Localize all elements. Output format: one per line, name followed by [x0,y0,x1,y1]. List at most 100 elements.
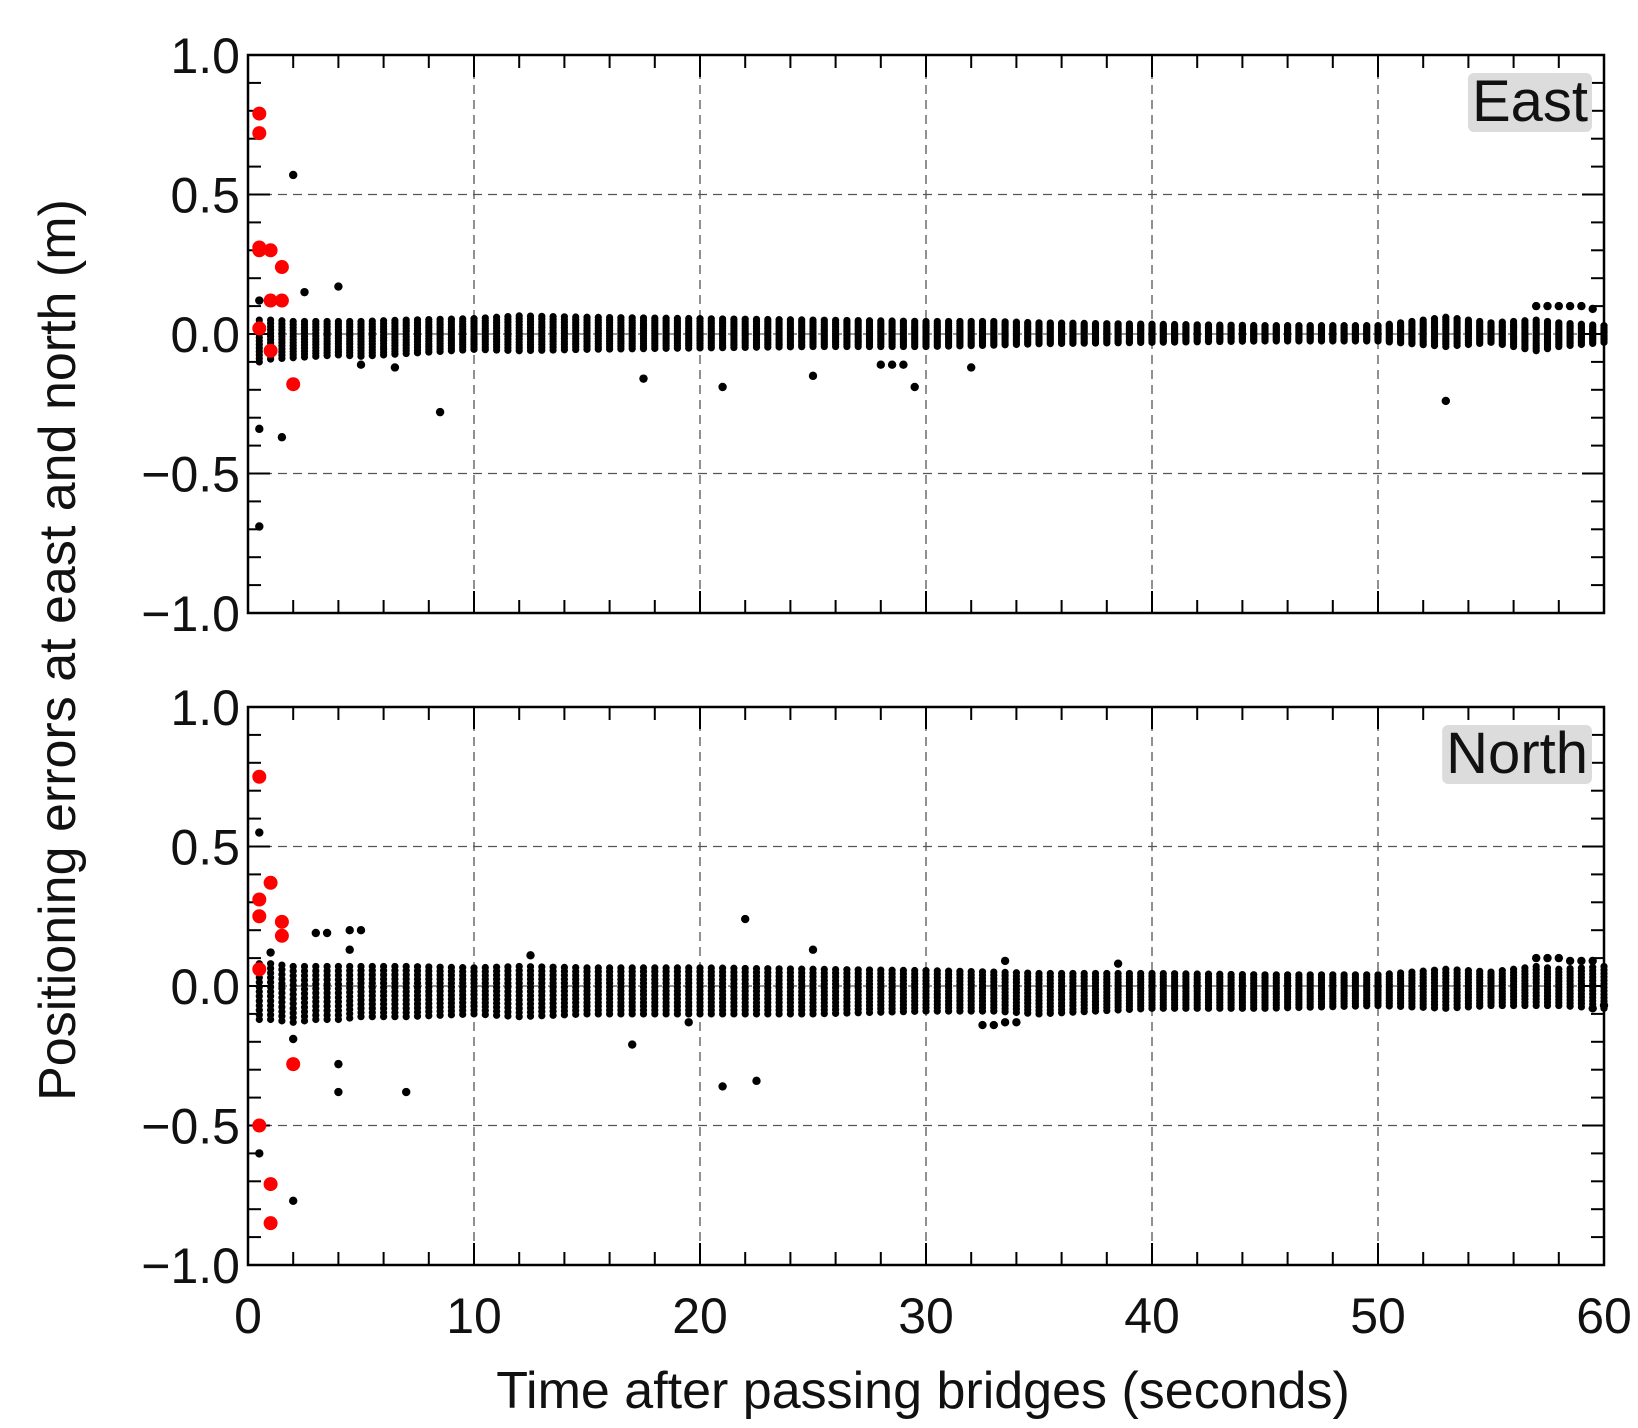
data-point [594,964,602,972]
data-point [1577,320,1585,328]
data-point [312,962,320,971]
data-point [956,317,964,326]
data-point [832,965,840,974]
data-point [1193,321,1201,329]
data-point [832,316,840,324]
data-point [877,317,885,325]
data-point [1453,966,1461,974]
data-point [323,317,331,326]
data-point [1340,322,1348,330]
data-point [606,313,614,322]
data-point [1363,971,1371,979]
data-point [1159,320,1167,328]
data-point [1171,970,1179,978]
data-point [1351,322,1359,330]
data-point-outlier [741,914,750,924]
data-point-outlier [1532,301,1541,311]
data-point [459,964,467,972]
data-point [413,316,422,324]
data-point [583,964,591,972]
data-point [346,317,354,326]
y-tick-label: 0.0 [170,959,240,1015]
data-point-outlier [876,360,885,369]
data-point [447,315,455,323]
panel-tag-label: North [1446,721,1588,786]
data-point [1216,970,1224,978]
data-point [368,317,376,325]
y-tick-label: −0.5 [141,1099,240,1155]
data-point-red [274,928,289,943]
data-point-outlier [300,287,309,297]
data-point [380,962,388,971]
data-point [515,962,523,971]
data-point [1137,320,1145,328]
data-point [1058,319,1066,327]
data-point-outlier [526,951,535,960]
data-point [1374,322,1382,330]
data-point [357,317,365,326]
data-point [402,962,410,971]
data-point [1046,319,1054,327]
data-point [594,313,602,321]
data-point [526,312,535,320]
data-point [1024,318,1032,327]
x-tick-label: 60 [1576,1288,1632,1344]
data-point [493,313,501,321]
data-point-outlier [887,360,897,369]
data-point [685,964,693,972]
data-point-outlier [989,1020,998,1030]
data-point [820,316,828,324]
data-point-outlier [1554,953,1564,963]
data-point [1024,969,1032,977]
data-point [1566,319,1574,328]
data-point [1058,969,1066,978]
data-point [639,314,648,322]
data-point [1284,971,1292,979]
data-point [526,963,535,971]
data-point [673,314,682,322]
data-point-outlier [255,828,264,837]
data-point [1204,970,1213,978]
data-point [1159,969,1167,978]
data-point [583,313,591,321]
data-point [1295,322,1303,330]
data-point [1250,971,1258,979]
data-point [504,312,512,321]
y-tick-label: −1.0 [141,1238,240,1294]
data-point [1397,969,1405,977]
data-point [1487,319,1495,327]
data-point [1555,965,1563,973]
data-point-outlier [390,363,400,372]
y-tick-label: 1.0 [170,680,240,736]
data-point [1125,969,1133,978]
data-point [1442,313,1450,321]
east-panel: 1.0 0.5 0.0 −0.5 −1.0 East [141,28,1608,642]
data-point-outlier [1565,956,1575,966]
data-point [843,316,851,325]
data-point [1487,968,1495,976]
data-point [741,315,749,323]
data-point-red [252,321,267,336]
data-point [628,314,636,322]
data-point [752,964,761,973]
data-point-outlier [1588,304,1597,314]
data-point [696,315,704,323]
data-point [639,964,648,972]
data-point [1589,321,1597,329]
data-point-outlier [1577,956,1586,966]
data-point [357,962,365,971]
data-point-red [252,909,267,924]
data-point [300,317,309,326]
data-point [1498,967,1506,975]
data-point [289,317,297,326]
data-point [300,962,309,971]
data-point [933,317,941,326]
data-point-red [263,243,278,258]
data-point [1091,969,1100,978]
data-point-outlier [255,424,264,434]
data-point [1114,320,1122,328]
data-point [945,967,953,975]
data-point [1453,315,1461,323]
data-point-red [274,293,289,308]
data-point [538,312,546,320]
